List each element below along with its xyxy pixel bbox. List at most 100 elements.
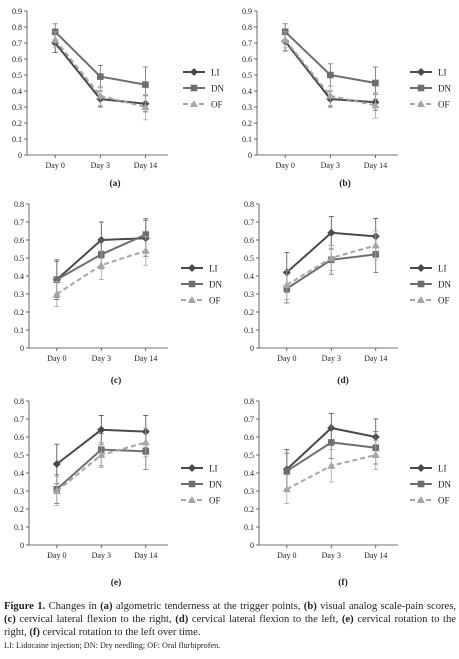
data-point xyxy=(52,487,61,494)
x-tick-label: Day 0 xyxy=(277,551,296,560)
y-tick-label: 0.7 xyxy=(244,415,254,424)
x-tick-label: Day 14 xyxy=(364,354,387,363)
panel-label: (d) xyxy=(337,375,349,386)
y-tick-label: 0.2 xyxy=(244,505,254,514)
y-tick-label: 0.4 xyxy=(14,469,24,478)
data-point xyxy=(96,91,105,99)
y-tick-label: 0.1 xyxy=(242,135,252,144)
legend-marker xyxy=(188,296,196,303)
y-tick-label: 0.7 xyxy=(244,218,254,227)
x-tick-label: Day 14 xyxy=(134,551,157,560)
y-tick-label: 0.5 xyxy=(14,451,24,460)
legend-marker xyxy=(417,264,425,272)
y-tick-label: 0.5 xyxy=(12,71,22,80)
data-point xyxy=(51,35,60,43)
caption-abbreviations: LI: Lidocaine injection; DN: Dry needlin… xyxy=(4,641,221,650)
legend-label: DN xyxy=(438,84,451,94)
data-point xyxy=(141,438,150,446)
legend: LI DN OF xyxy=(183,68,224,110)
legend-marker xyxy=(417,496,425,503)
y-tick-label: 0.4 xyxy=(12,87,22,96)
series-of xyxy=(52,427,150,506)
chart-panel-c: 0 0.1 0.2 0.3 0.4 0.5 0.6 0.7 0.8 Day 0 Day 3 Day 1… xyxy=(14,200,222,386)
data-point xyxy=(371,101,380,109)
legend-label: OF xyxy=(209,496,221,506)
y-tick-label: 0.2 xyxy=(14,505,24,514)
y-tick-label: 0.7 xyxy=(242,39,252,48)
x-tick-label: Day 14 xyxy=(134,161,157,170)
data-point xyxy=(141,103,150,110)
y-tick-label: 0.8 xyxy=(14,200,24,209)
y-tick-label: 0.5 xyxy=(244,254,254,263)
y-tick-label: 0.6 xyxy=(244,236,254,245)
caption-panel-ref: (c) xyxy=(4,614,16,626)
y-tick-label: 0.2 xyxy=(242,119,252,128)
y-tick-label: 0.1 xyxy=(244,523,254,532)
panel-label: (a) xyxy=(109,178,120,189)
data-point xyxy=(97,425,106,434)
legend-marker xyxy=(417,100,425,107)
y-tick-label: 0 xyxy=(250,344,254,353)
panel-label: (c) xyxy=(111,375,122,386)
y-tick-label: 0.8 xyxy=(244,397,254,406)
legend-marker xyxy=(417,68,425,76)
y-tick-label: 0.4 xyxy=(14,272,24,281)
legend-label: DN xyxy=(209,480,222,490)
figure-panels: 0 0.1 0.2 0.3 0.4 0.5 0.6 0.7 0.8 0.9 Day 0 Day 3 Da… xyxy=(12,7,451,588)
y-tick-label: 0.3 xyxy=(14,290,24,299)
chart-panel-f: 0 0.1 0.2 0.3 0.4 0.5 0.6 0.7 0.8 Day 0 Day 3 Day 1… xyxy=(244,397,451,588)
y-tick-label: 0.3 xyxy=(14,487,24,496)
data-point xyxy=(281,35,290,43)
y-tick-label: 0.6 xyxy=(14,236,24,245)
data-point xyxy=(372,79,379,87)
caption-text: cervical lateral flexion to the right, xyxy=(15,614,176,626)
caption-panel-ref: (e) xyxy=(341,614,354,626)
legend-label: LI xyxy=(438,68,447,78)
data-point xyxy=(52,460,61,468)
legend-marker xyxy=(190,84,198,92)
legend-label: OF xyxy=(209,296,221,306)
data-point xyxy=(97,73,104,80)
legend-label: DN xyxy=(438,280,451,290)
y-tick-label: 0 xyxy=(20,541,24,550)
legend-marker xyxy=(190,68,198,76)
legend: LI DN OF xyxy=(410,264,451,306)
legend-label: DN xyxy=(209,280,222,290)
y-tick-label: 0.1 xyxy=(244,326,254,335)
legend-marker xyxy=(417,296,425,303)
legend-label: LI xyxy=(211,68,220,78)
caption-text: cervical rotation to the right, xyxy=(4,614,456,639)
x-tick-label: Day 3 xyxy=(91,161,110,170)
y-tick-label: 0.8 xyxy=(242,23,252,32)
panel-label: (b) xyxy=(339,178,351,189)
x-tick-label: Day 3 xyxy=(92,551,111,560)
y-tick-label: 0 xyxy=(248,151,252,160)
data-point xyxy=(97,261,106,269)
data-point xyxy=(371,241,380,249)
data-point xyxy=(97,451,106,458)
chart-panel-a: 0 0.1 0.2 0.3 0.4 0.5 0.6 0.7 0.8 0.9 Day 0 Day 3 Da… xyxy=(12,7,224,189)
y-tick-label: 0.3 xyxy=(12,103,22,112)
legend-marker xyxy=(417,280,425,288)
caption-panel-ref: (b) xyxy=(303,601,317,612)
x-tick-label: Day 14 xyxy=(134,354,157,363)
data-point xyxy=(327,71,334,79)
y-tick-label: 0.4 xyxy=(244,469,254,478)
x-tick-label: Day 0 xyxy=(277,354,296,363)
legend-marker xyxy=(190,100,198,107)
y-tick-label: 0.7 xyxy=(14,218,24,227)
x-tick-label: Day 3 xyxy=(321,161,340,170)
y-tick-label: 0.1 xyxy=(14,326,24,335)
legend: LI DN OF xyxy=(181,264,222,306)
y-tick-label: 0.9 xyxy=(242,7,252,16)
chart-panel-e: 0 0.1 0.2 0.3 0.4 0.5 0.6 0.7 0.8 Day 0 Day 3 Day 1… xyxy=(14,397,222,588)
series-of xyxy=(282,230,380,300)
y-tick-label: 0.6 xyxy=(12,55,22,64)
legend: LI DN OF xyxy=(410,68,451,110)
x-tick-label: Day 0 xyxy=(46,161,65,170)
data-point xyxy=(282,485,291,493)
legend-marker xyxy=(188,264,196,272)
data-point xyxy=(371,451,380,458)
data-point xyxy=(142,231,150,238)
caption-body: Changes in (a) algometric tenderness at … xyxy=(4,601,456,638)
